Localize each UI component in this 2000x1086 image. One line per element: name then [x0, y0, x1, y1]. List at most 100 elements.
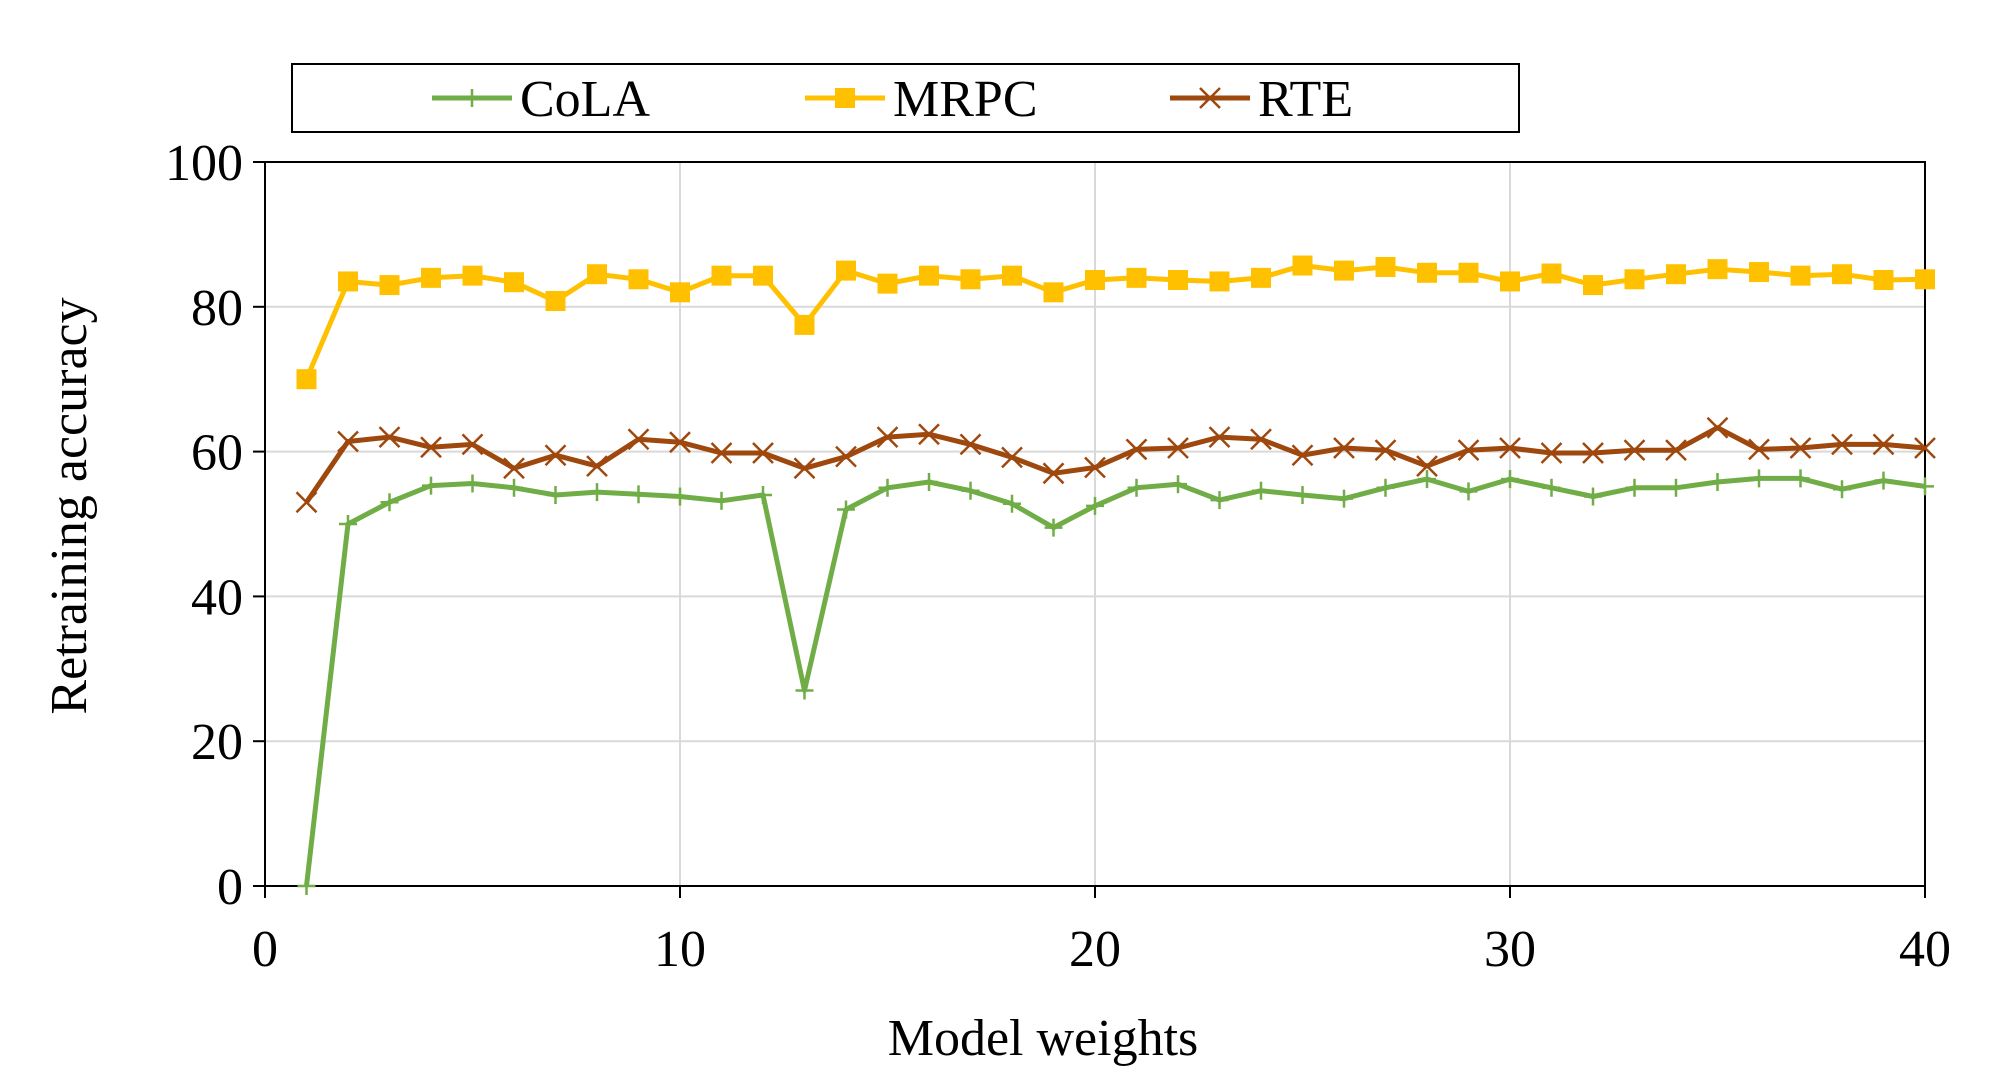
- data-point-mrpc: [919, 265, 939, 286]
- data-point-rte: [1291, 444, 1314, 467]
- data-point-mrpc: [1832, 264, 1852, 285]
- data-point-rte: [1623, 439, 1646, 462]
- data-point-cola: [837, 500, 855, 519]
- data-point-mrpc: [338, 271, 358, 292]
- data-point-rte: [1250, 428, 1272, 451]
- data-point-mrpc: [379, 275, 400, 296]
- data-point-mrpc: [1749, 262, 1769, 283]
- data-point-cola: [546, 486, 565, 505]
- y-tick-label: 40: [191, 569, 243, 626]
- data-point-cola: [1169, 475, 1187, 494]
- data-point-mrpc: [462, 265, 483, 286]
- series-line-rte: [304, 425, 1926, 504]
- y-tick-label: 100: [165, 135, 243, 192]
- data-point-mrpc: [794, 314, 815, 335]
- data-point-rte: [1831, 433, 1853, 456]
- data-point-cola: [1667, 478, 1685, 497]
- data-point-mrpc: [1334, 260, 1354, 281]
- data-point-cola: [1542, 478, 1561, 497]
- data-point-cola: [754, 486, 772, 505]
- data-point-rte: [1042, 462, 1065, 485]
- legend-item-cola: CoLA: [432, 71, 650, 128]
- data-point-rte: [544, 444, 567, 467]
- data-point-rte: [1914, 437, 1936, 459]
- data-point-cola: [1750, 469, 1768, 488]
- data-point-cola: [588, 483, 606, 502]
- data-point-mrpc: [545, 291, 566, 312]
- series-rte: [295, 416, 1936, 514]
- data-point-mrpc: [1915, 269, 1935, 290]
- data-point-mrpc: [587, 264, 607, 285]
- y-tick-label: 20: [191, 714, 243, 771]
- data-point-mrpc: [504, 272, 524, 293]
- data-point-rte: [669, 431, 691, 454]
- data-point-mrpc: [836, 260, 856, 281]
- data-point-mrpc: [960, 269, 981, 290]
- data-point-rte: [378, 426, 401, 449]
- data-point-cola: [1874, 471, 1893, 490]
- data-point-cola: [1791, 469, 1810, 488]
- data-point-cola: [1252, 481, 1270, 500]
- data-point-rte: [876, 426, 899, 449]
- data-point-rte: [1457, 439, 1480, 462]
- data-point-cola: [1418, 470, 1436, 489]
- x-tick-label: 20: [1069, 921, 1121, 978]
- data-point-cola: [1916, 477, 1934, 496]
- data-point-mrpc: [1043, 282, 1064, 303]
- data-point-rte: [1416, 455, 1438, 477]
- data-point-cola: [463, 474, 482, 493]
- data-point-cola: [1833, 480, 1851, 499]
- series-line-mrpc: [304, 263, 1926, 381]
- data-point-rte: [1374, 439, 1397, 462]
- x-tick-label: 30: [1484, 921, 1536, 978]
- data-point-cola: [878, 478, 897, 497]
- data-point-mrpc: [1790, 265, 1811, 286]
- data-point-rte: [461, 433, 484, 456]
- y-tick-label: 60: [191, 425, 243, 482]
- data-point-rte: [1499, 437, 1521, 459]
- data-point-cola: [505, 478, 523, 497]
- data-point-cola: [1376, 478, 1395, 497]
- data-point-mrpc: [1541, 263, 1562, 284]
- x-tick-label: 0: [252, 921, 278, 978]
- data-point-mrpc: [753, 265, 773, 286]
- data-point-cola: [1501, 470, 1519, 489]
- data-point-rte: [1001, 446, 1023, 469]
- legend-label: CoLA: [520, 71, 650, 128]
- data-point-rte: [918, 423, 940, 446]
- data-point-rte: [1125, 438, 1148, 461]
- data-point-rte: [586, 455, 608, 477]
- data-point-cola: [297, 877, 316, 895]
- data-point-mrpc: [711, 265, 732, 286]
- legend-label: MRPC: [893, 71, 1038, 128]
- data-point-cola: [1210, 491, 1229, 510]
- data-point-mrpc: [1002, 265, 1022, 286]
- data-point-rte: [1789, 437, 1812, 459]
- data-point-cola: [795, 681, 814, 700]
- legend-item-rte: RTE: [1170, 71, 1353, 128]
- data-point-rte: [1333, 437, 1355, 459]
- data-point-rte: [752, 442, 774, 464]
- data-point-rte: [1748, 438, 1770, 461]
- x-tick-label: 40: [1899, 921, 1951, 978]
- data-point-cola: [380, 493, 399, 512]
- data-point-mrpc: [1458, 262, 1479, 283]
- data-point-cola: [712, 491, 731, 510]
- data-point-cola: [1044, 518, 1063, 537]
- data-point-cola: [1584, 487, 1602, 506]
- data-point-cola: [1086, 496, 1104, 515]
- data-point-rte: [1872, 433, 1895, 456]
- data-point-mrpc: [421, 267, 441, 288]
- data-point-rte: [503, 457, 525, 480]
- data-point-mrpc: [877, 273, 898, 294]
- series-cola: [297, 469, 1934, 895]
- data-point-mrpc: [1624, 269, 1645, 290]
- data-point-mrpc: [1126, 267, 1147, 288]
- data-point-rte: [1084, 456, 1106, 479]
- data-point-rte: [420, 436, 442, 459]
- data-point-cola: [422, 476, 440, 495]
- data-point-mrpc: [1209, 271, 1230, 292]
- data-point-rte: [627, 428, 650, 451]
